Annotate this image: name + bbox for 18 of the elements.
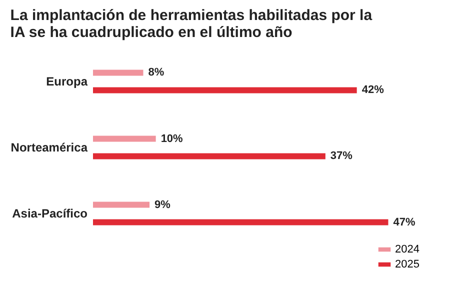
data-label: 10% [160, 132, 184, 145]
bar [93, 202, 150, 208]
data-label: 9% [154, 198, 171, 211]
bar [93, 70, 144, 76]
bar [93, 136, 156, 142]
y-tick-label: Asia-Pacífico [12, 206, 88, 221]
data-label: 42% [362, 84, 384, 96]
data-label: 8% [148, 66, 164, 79]
bar [93, 219, 388, 226]
y-tick-label: Europa [46, 74, 88, 88]
legend-label: 2024 [395, 244, 420, 256]
y-tick-label: Norteamérica [10, 140, 88, 154]
legend-label: 2025 [395, 258, 420, 270]
data-label: 37% [330, 150, 353, 162]
bar [93, 87, 357, 94]
bar [93, 153, 326, 160]
chart-title: La implantación de herramientas habilitadas por la IA se ha cuadruplicado en el último año [10, 7, 373, 41]
data-label: 47% [393, 216, 416, 228]
